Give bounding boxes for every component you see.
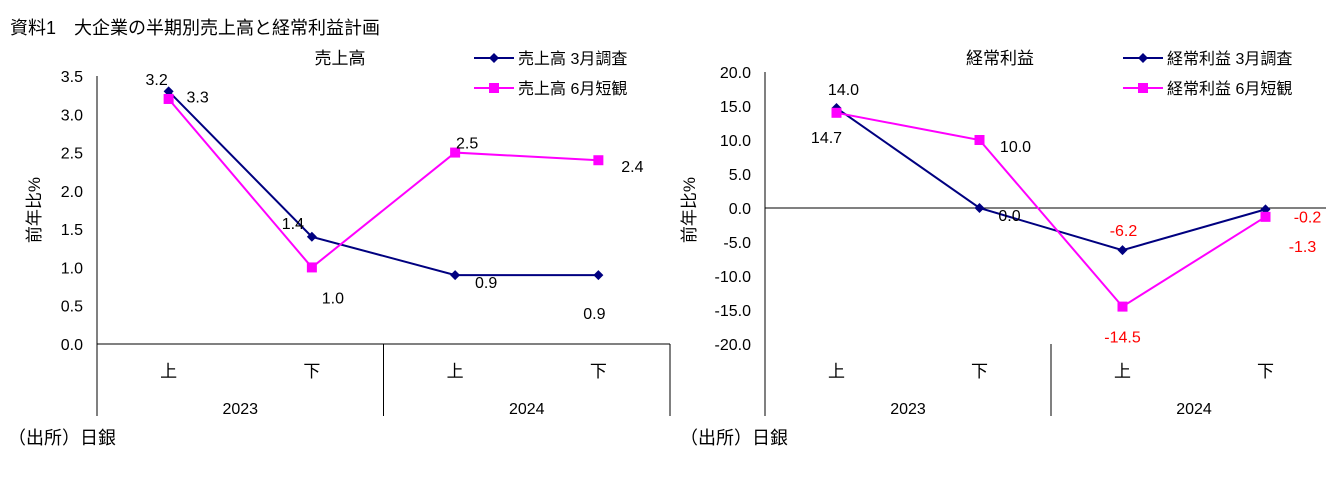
data-label: 3.3	[187, 89, 209, 106]
data-label: -1.3	[1289, 239, 1317, 256]
legend-marker-square	[1138, 83, 1148, 93]
series-line	[836, 111, 1267, 308]
x-tick-label: 下	[971, 362, 988, 381]
data-label: -0.2	[1294, 209, 1322, 226]
y-tick-label: 0.0	[61, 337, 83, 354]
series-line	[167, 98, 599, 269]
data-point-diamond	[450, 270, 461, 281]
data-label: 0.0	[998, 208, 1020, 225]
source-right: （出所）日銀	[680, 428, 788, 448]
x-tick-label: 上	[828, 362, 845, 381]
y-tick-label: 1.0	[61, 260, 83, 277]
y-tick-label: 3.5	[61, 69, 83, 86]
legend-label: 売上高 6月短観	[518, 80, 627, 98]
data-label: 14.0	[828, 82, 859, 99]
y-tick-label: 0.5	[61, 299, 83, 316]
x-tick-label: 上	[160, 362, 177, 381]
y-tick-label: 15.0	[720, 99, 751, 116]
data-point-square	[1260, 211, 1271, 222]
data-point-diamond	[163, 86, 174, 97]
series-line	[167, 90, 599, 277]
data-label: 1.4	[282, 216, 304, 233]
y-tick-label: 0.0	[729, 201, 751, 218]
y-tick-label: 2.5	[61, 146, 83, 163]
x-tick-label: 下	[1257, 362, 1274, 381]
data-point-diamond	[1117, 245, 1128, 256]
group-label: 2024	[509, 401, 545, 418]
y-tick-label: 2.0	[61, 184, 83, 201]
y-tick-label: 5.0	[729, 167, 751, 184]
data-point-square	[1117, 301, 1128, 312]
legend-marker-diamond	[1138, 53, 1148, 63]
data-point-square	[831, 107, 842, 118]
data-point-square	[593, 155, 604, 166]
y-tick-label: 10.0	[720, 133, 751, 150]
data-point-square	[974, 135, 985, 145]
legend-label: 売上高 3月調査	[518, 50, 627, 68]
y-axis-label: 前年比%	[25, 177, 44, 243]
group-label: 2024	[1176, 401, 1212, 418]
chart-title: 経常利益	[966, 49, 1034, 68]
series-line	[835, 107, 1266, 252]
legend-marker-diamond	[489, 53, 499, 63]
legend-label: 経常利益 6月短観	[1167, 80, 1292, 98]
data-label: 0.9	[583, 306, 605, 323]
legend-label: 経常利益 3月調査	[1167, 50, 1292, 68]
y-tick-label: -10.0	[715, 269, 752, 286]
x-tick-label: 下	[590, 362, 607, 381]
data-point-diamond	[306, 231, 317, 242]
data-label: 2.5	[456, 136, 478, 153]
x-tick-label: 上	[1114, 362, 1131, 381]
figure-title: 資料1 大企業の半期別売上高と経常利益計画	[10, 18, 380, 38]
data-label: 14.7	[811, 130, 842, 147]
y-tick-label: -5.0	[723, 235, 751, 252]
y-tick-label: 20.0	[720, 65, 751, 82]
data-label: -6.2	[1110, 223, 1138, 240]
data-label: -14.5	[1104, 330, 1141, 347]
data-point-square	[450, 147, 461, 158]
legend-marker-square	[489, 83, 499, 93]
data-point-square	[306, 262, 317, 273]
data-label: 1.0	[322, 290, 344, 307]
y-axis-label: 前年比%	[680, 177, 699, 243]
group-label: 2023	[890, 401, 926, 418]
data-label: 0.9	[475, 275, 497, 292]
data-point-diamond	[593, 270, 604, 281]
y-tick-label: -15.0	[715, 303, 752, 320]
y-tick-label: 1.5	[61, 222, 83, 239]
data-point-square	[163, 93, 174, 104]
x-tick-label: 上	[447, 362, 464, 381]
y-tick-label: 3.0	[61, 107, 83, 124]
data-label: 3.2	[146, 72, 168, 89]
x-tick-label: 下	[303, 362, 320, 381]
group-label: 2023	[222, 401, 258, 418]
data-label: 10.0	[1000, 139, 1031, 156]
data-label: 2.4	[621, 159, 643, 176]
y-tick-label: -20.0	[715, 337, 752, 354]
chart-title: 売上高	[315, 49, 366, 68]
data-point-diamond	[974, 203, 985, 213]
source-left: （出所）日銀	[8, 428, 116, 448]
